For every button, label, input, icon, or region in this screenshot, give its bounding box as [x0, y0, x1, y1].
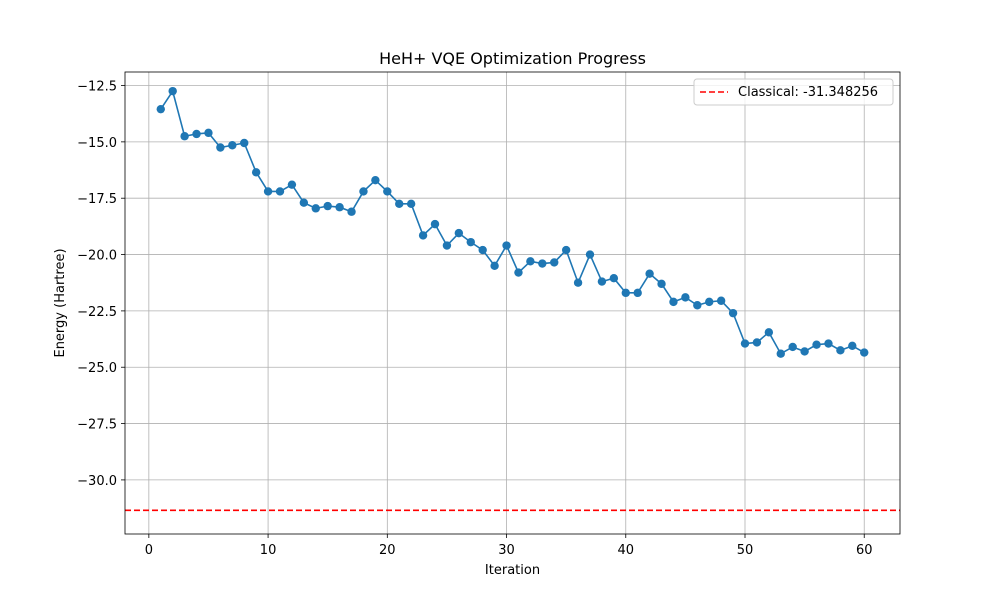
- data-point: [538, 259, 547, 268]
- data-point: [633, 288, 642, 298]
- x-tick-label: 20: [379, 543, 396, 558]
- data-point: [776, 349, 785, 358]
- data-point: [490, 261, 499, 271]
- legend-box: [693, 78, 894, 106]
- grid: [125, 72, 900, 534]
- data-point: [454, 228, 464, 238]
- x-tick-label: 0: [145, 543, 153, 558]
- data-point: [251, 168, 261, 177]
- data-point: [526, 257, 535, 266]
- ticks: 0 10 20 30 40 50 60 −12.5 −15.0 −17.5 −20.0 −22.5 −2…: [77, 80, 872, 558]
- data-point: [621, 288, 630, 298]
- data-point: [705, 297, 714, 307]
- data-point: [204, 128, 213, 138]
- y-tick-label: −20.0: [77, 249, 117, 264]
- data-point: [359, 187, 368, 196]
- data-point: [609, 274, 619, 283]
- data-point: [788, 342, 797, 352]
- data-point: [323, 201, 332, 211]
- y-tick-label: −25.0: [77, 361, 117, 376]
- data-point: [168, 86, 177, 96]
- data-point: [228, 141, 237, 150]
- y-tick-label: −12.5: [77, 80, 117, 95]
- data-point: [299, 198, 309, 207]
- data-point: [573, 278, 583, 287]
- data-point: [597, 277, 607, 286]
- data-point: [860, 348, 869, 357]
- x-tick-label: 40: [617, 543, 634, 558]
- data-point: [430, 219, 440, 229]
- data-point: [466, 237, 475, 247]
- x-tick-label: 60: [856, 543, 873, 558]
- data-point: [728, 308, 738, 318]
- series-points: [156, 86, 869, 358]
- data-point: [645, 269, 654, 278]
- y-tick-label: −22.5: [77, 305, 117, 320]
- data-point: [263, 187, 273, 196]
- data-point: [752, 338, 762, 347]
- data-point: [335, 203, 344, 212]
- legend-label: Classical: -31.348256: [738, 85, 878, 100]
- data-point: [681, 293, 690, 302]
- data-point: [347, 207, 356, 216]
- data-point: [836, 346, 845, 355]
- data-point: [287, 180, 297, 189]
- y-axis-title: Energy (Hartree): [53, 248, 68, 357]
- y-tick-label: −27.5: [77, 418, 117, 433]
- data-point: [216, 143, 225, 152]
- data-point: [442, 241, 452, 250]
- data-point: [848, 341, 857, 351]
- y-tick-label: −15.0: [77, 136, 117, 151]
- data-point: [371, 175, 380, 185]
- data-point: [716, 296, 726, 305]
- data-point: [740, 339, 750, 348]
- data-point: [693, 301, 702, 310]
- data-point: [395, 199, 404, 209]
- data-point: [550, 258, 559, 267]
- data-point: [275, 187, 285, 196]
- plot-area: [156, 86, 869, 358]
- data-point: [669, 297, 678, 307]
- data-point: [812, 340, 821, 349]
- axes-frame: [124, 71, 901, 535]
- chart-title: HeH+ VQE Optimization Progress: [379, 49, 646, 68]
- x-tick-label: 30: [498, 543, 515, 558]
- data-point: [561, 245, 571, 255]
- y-tick-label: −17.5: [77, 192, 117, 207]
- data-point: [311, 204, 320, 213]
- data-point: [156, 104, 165, 114]
- x-axis-title: Iteration: [485, 563, 540, 578]
- data-point: [585, 250, 595, 259]
- data-point: [514, 268, 523, 277]
- data-point: [240, 138, 249, 148]
- y-tick-label: −30.0: [77, 474, 117, 489]
- data-point: [764, 328, 774, 337]
- data-point: [383, 187, 392, 196]
- data-point: [800, 347, 809, 356]
- data-point: [478, 245, 487, 255]
- data-point: [180, 132, 189, 141]
- x-tick-label: 50: [737, 543, 754, 558]
- data-point: [406, 199, 416, 209]
- legend: Classical: -31.348256: [693, 78, 894, 106]
- data-point: [418, 231, 428, 240]
- data-point: [824, 339, 833, 348]
- data-point: [192, 129, 201, 139]
- x-tick-label: 10: [260, 543, 277, 558]
- data-point: [502, 241, 511, 250]
- data-point: [657, 279, 666, 289]
